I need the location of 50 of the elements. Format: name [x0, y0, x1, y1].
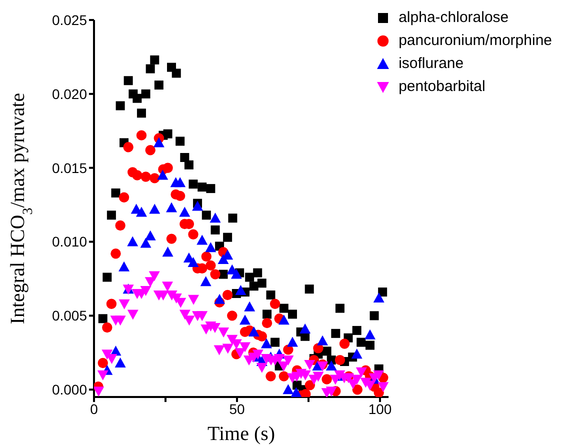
point	[364, 329, 376, 340]
point	[127, 236, 138, 246]
x-axis-title: Time (s)	[207, 423, 276, 445]
point	[205, 242, 216, 252]
point	[188, 256, 199, 267]
point	[149, 204, 160, 214]
point	[210, 212, 221, 223]
y-tick-label: 0.015	[52, 160, 88, 176]
point	[282, 384, 294, 394]
point	[260, 338, 272, 348]
point	[162, 246, 174, 257]
point	[136, 206, 147, 217]
point	[235, 285, 246, 296]
point	[200, 276, 212, 286]
y-tick-label: 0.010	[52, 234, 88, 250]
point	[144, 230, 156, 240]
point	[290, 387, 302, 397]
y-tick-label: 0.000	[52, 382, 88, 398]
point	[166, 202, 178, 212]
x-tick-label: 50	[229, 400, 245, 417]
point	[317, 335, 328, 346]
point	[114, 357, 126, 368]
legend-label: pentobarbital	[398, 77, 486, 97]
legend-label: isoflurane	[398, 54, 464, 74]
point	[179, 206, 190, 217]
point	[140, 238, 152, 248]
point	[300, 323, 311, 334]
x-tick-label: 0	[90, 400, 98, 417]
point	[244, 301, 256, 312]
y-tick-label: 0.025	[52, 12, 88, 28]
y-tick-label: 0.020	[52, 86, 88, 102]
point	[196, 234, 208, 245]
point	[248, 326, 260, 336]
point	[118, 261, 130, 272]
point	[153, 137, 164, 148]
point	[326, 360, 337, 370]
point	[278, 314, 290, 325]
point	[214, 294, 226, 304]
point	[230, 268, 242, 279]
point	[351, 348, 362, 359]
x-tick-label: 100	[368, 400, 392, 417]
y-tick-label: 0.005	[52, 308, 88, 324]
legend-label: pancuronium/morphine	[398, 31, 552, 51]
point	[157, 170, 168, 180]
point	[192, 200, 204, 211]
point	[373, 292, 384, 302]
point	[286, 336, 298, 347]
legend-label: alpha-chloralose	[398, 8, 509, 28]
point	[174, 177, 186, 188]
point	[240, 314, 251, 325]
